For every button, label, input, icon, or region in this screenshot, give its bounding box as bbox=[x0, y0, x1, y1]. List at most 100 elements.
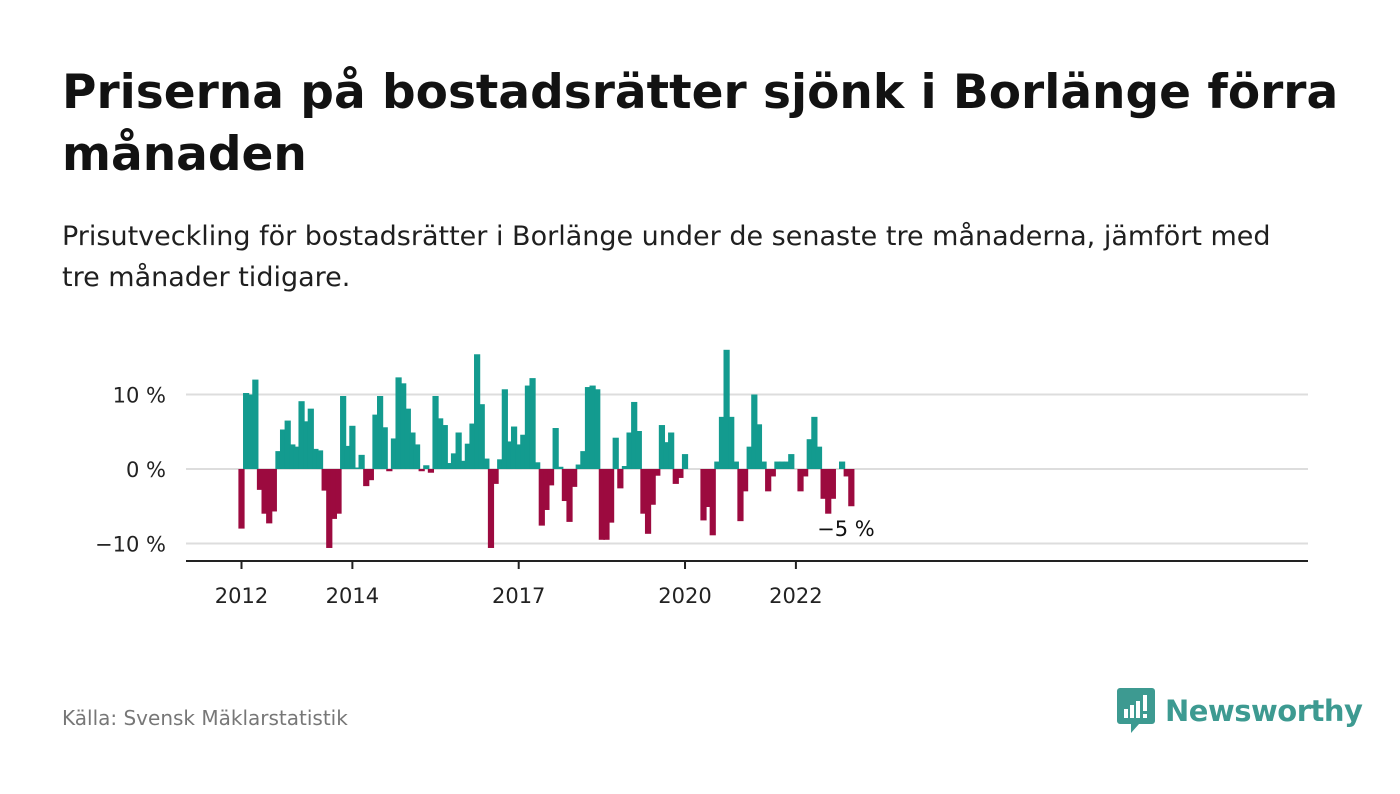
bar bbox=[478, 404, 485, 469]
bar bbox=[261, 469, 268, 514]
bar bbox=[778, 461, 786, 469]
source-note: Källa: Svensk Mäklarstatistik bbox=[62, 706, 348, 730]
bar bbox=[547, 469, 555, 486]
bar bbox=[279, 429, 287, 469]
bar bbox=[307, 408, 314, 469]
bar bbox=[395, 377, 402, 470]
bar bbox=[561, 469, 568, 502]
bars bbox=[238, 349, 855, 548]
bar bbox=[797, 469, 804, 492]
bar bbox=[621, 466, 629, 469]
bar bbox=[515, 444, 522, 470]
bar bbox=[589, 385, 596, 469]
bar bbox=[839, 461, 846, 469]
bar bbox=[755, 424, 763, 469]
x-tick-label: 2017 bbox=[492, 584, 545, 608]
bar bbox=[788, 454, 795, 469]
bar bbox=[386, 469, 393, 472]
bar bbox=[270, 469, 277, 512]
bar bbox=[806, 439, 813, 469]
bar bbox=[848, 469, 855, 507]
x-axis-tick-labels: 2012 2014 2017 2020 2022 bbox=[215, 561, 823, 608]
bar bbox=[256, 469, 264, 490]
bar bbox=[571, 469, 578, 487]
bar bbox=[635, 431, 642, 469]
bar bbox=[497, 459, 504, 469]
bar bbox=[626, 432, 633, 470]
bar bbox=[474, 354, 481, 469]
bar bbox=[774, 461, 781, 469]
bar bbox=[247, 394, 254, 469]
newsworthy-logo-icon bbox=[1117, 688, 1155, 733]
bar bbox=[418, 469, 425, 472]
bar bbox=[654, 469, 661, 476]
bar bbox=[381, 427, 388, 469]
bar bbox=[538, 469, 545, 526]
x-tick-label: 2020 bbox=[658, 584, 711, 608]
bar bbox=[658, 425, 666, 470]
bar bbox=[802, 469, 809, 477]
bar bbox=[649, 469, 656, 505]
bar bbox=[705, 469, 712, 507]
bar bbox=[390, 438, 398, 469]
bar bbox=[413, 444, 421, 470]
bar bbox=[340, 395, 347, 469]
bar bbox=[751, 394, 758, 469]
brand-name: Newsworthy bbox=[1165, 694, 1363, 728]
bar bbox=[446, 463, 453, 469]
bar bbox=[326, 469, 333, 548]
bar bbox=[677, 469, 684, 478]
bar bbox=[718, 416, 726, 469]
bar bbox=[423, 465, 430, 469]
bar bbox=[501, 389, 508, 469]
bar bbox=[829, 469, 836, 499]
bar bbox=[437, 418, 444, 469]
y-tick-label: −10 % bbox=[95, 533, 166, 557]
bar bbox=[377, 395, 384, 469]
bar bbox=[815, 446, 823, 469]
bar bbox=[353, 467, 361, 469]
bar bbox=[483, 458, 490, 469]
bar bbox=[469, 423, 476, 470]
bar bbox=[529, 378, 536, 469]
bar bbox=[460, 460, 467, 470]
bar bbox=[289, 444, 296, 470]
chart-title: Priserna på bostadsrätter sjönk i Borlän… bbox=[62, 65, 1339, 182]
bar bbox=[275, 451, 282, 469]
bar bbox=[709, 469, 716, 536]
bar bbox=[284, 420, 291, 469]
bar bbox=[769, 469, 776, 477]
bar bbox=[728, 416, 735, 469]
y-tick-label: 10 % bbox=[113, 384, 166, 408]
bar bbox=[524, 385, 532, 469]
bar bbox=[557, 466, 564, 469]
bar bbox=[640, 469, 647, 514]
bar bbox=[464, 443, 471, 469]
bar bbox=[598, 469, 605, 540]
bar bbox=[266, 469, 273, 524]
bar bbox=[432, 395, 439, 469]
bar bbox=[746, 446, 753, 469]
bar bbox=[534, 462, 541, 470]
bar bbox=[520, 434, 527, 469]
bar bbox=[243, 393, 250, 469]
bar bbox=[510, 426, 518, 469]
x-tick-label: 2012 bbox=[215, 584, 268, 608]
bar bbox=[506, 441, 513, 470]
bar bbox=[603, 469, 610, 540]
bar bbox=[303, 421, 310, 469]
bar bbox=[400, 383, 407, 469]
annotations: −5 % bbox=[817, 517, 875, 541]
y-axis-tick-labels: 10 % 0 % −10 % bbox=[95, 384, 166, 557]
bar bbox=[330, 469, 337, 519]
bar bbox=[825, 469, 832, 514]
bar bbox=[594, 389, 601, 469]
x-tick-label: 2014 bbox=[326, 584, 379, 608]
bar bbox=[612, 437, 619, 469]
bar bbox=[312, 448, 319, 469]
bar bbox=[820, 469, 827, 499]
bar bbox=[427, 469, 435, 473]
bar bbox=[349, 425, 356, 469]
bar bbox=[543, 469, 550, 510]
bar bbox=[608, 469, 615, 523]
